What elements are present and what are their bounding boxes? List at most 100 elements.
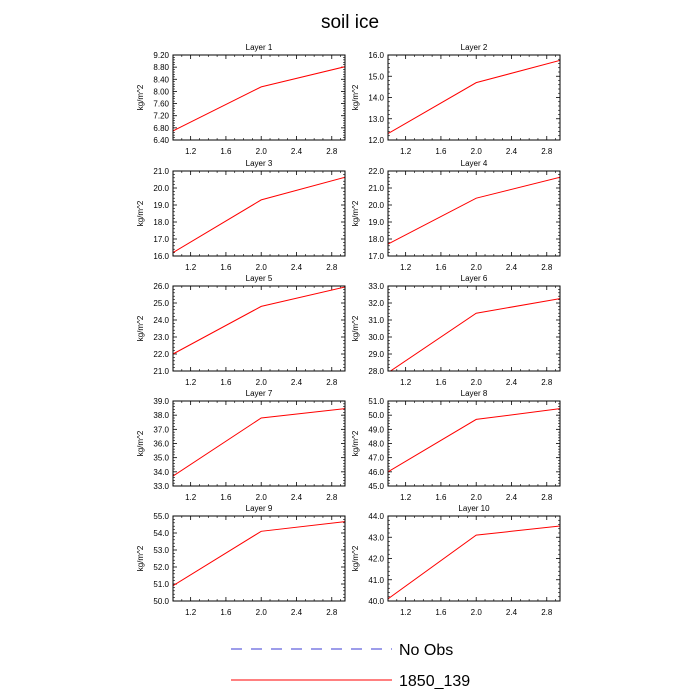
series-line-1850-139: [173, 176, 345, 254]
x-tick-label: 2.4: [506, 493, 518, 502]
x-tick-label: 2.4: [506, 608, 518, 617]
x-tick-label: 2.8: [541, 263, 553, 272]
plot-frame: [387, 515, 561, 602]
x-tick-label: 1.2: [185, 378, 197, 387]
panel-title: Layer 9: [246, 504, 273, 513]
y-tick-label: 29.0: [368, 350, 384, 359]
y-tick-label: 7.60: [153, 100, 169, 109]
x-tick-label: 1.2: [400, 263, 412, 272]
panel-layer-2: Layer 2 kg/m^2 1.2 1.6 2.0 2.4 2.8 12.0 13.0 14.0…: [351, 43, 561, 156]
x-tick-label: 1.6: [220, 147, 232, 156]
legend-no-obs-label: No Obs: [399, 642, 453, 659]
y-tick-label: 33.0: [153, 482, 169, 491]
x-tick-label: 1.6: [435, 147, 447, 156]
y-tick-label: 18.0: [368, 235, 384, 244]
plot-frame: [172, 170, 346, 257]
y-tick-label: 22.0: [153, 350, 169, 359]
y-axis-label: kg/m^2: [136, 545, 145, 571]
panel-layer-1: Layer 1 kg/m^2 1.2 1.6 2.0 2.4 2.8 6.40 6.80 7.20…: [136, 43, 346, 156]
y-tick-label: 6.40: [153, 136, 169, 145]
series-line-1850-139: [173, 66, 345, 132]
y-tick-label: 52.0: [153, 563, 169, 572]
y-tick-label: 28.0: [368, 367, 384, 376]
panel-title: Layer 3: [246, 159, 273, 168]
x-tick-label: 1.2: [400, 147, 412, 156]
y-tick-label: 19.0: [153, 201, 169, 210]
x-tick-label: 2.4: [291, 378, 303, 387]
series-line-1850-139: [173, 521, 345, 587]
panel-layer-10: Layer 10 kg/m^2 1.2 1.6 2.0 2.4 2.8 40.0 41.0 42.…: [351, 504, 561, 617]
x-tick-label: 1.6: [435, 378, 447, 387]
y-tick-label: 30.0: [368, 333, 384, 342]
x-tick-label: 1.2: [400, 608, 412, 617]
x-tick-label: 1.6: [435, 263, 447, 272]
panel-title: Layer 7: [246, 389, 273, 398]
series-line-1850-139: [388, 176, 560, 245]
x-tick-label: 2.0: [471, 608, 483, 617]
x-tick-label: 2.0: [471, 493, 483, 502]
y-tick-label: 51.0: [368, 397, 384, 406]
y-tick-label: 26.0: [153, 282, 169, 291]
y-tick-label: 34.0: [153, 468, 169, 477]
panel-layer-5: Layer 5 kg/m^2 1.2 1.6 2.0 2.4 2.8 21.0 22.0 23.0…: [136, 274, 346, 387]
x-tick-label: 1.2: [400, 378, 412, 387]
x-tick-label: 1.2: [185, 493, 197, 502]
panel-title: Layer 2: [461, 43, 488, 52]
y-tick-label: 43.0: [368, 533, 384, 542]
x-tick-label: 2.0: [256, 608, 268, 617]
panel-layer-8: Layer 8 kg/m^2 1.2 1.6 2.0 2.4 2.8 45.0 46.0 47.0…: [351, 389, 561, 502]
panel-layer-7: Layer 7 kg/m^2 1.2 1.6 2.0 2.4 2.8 33.0 34.0 35.0…: [136, 389, 346, 502]
plot-frame: [387, 285, 561, 372]
x-tick-label: 2.4: [506, 378, 518, 387]
y-tick-label: 36.0: [153, 440, 169, 449]
x-tick-label: 1.2: [185, 263, 197, 272]
x-tick-label: 2.8: [326, 493, 338, 502]
x-tick-label: 1.2: [185, 608, 197, 617]
y-tick-label: 37.0: [153, 425, 169, 434]
y-axis-label: kg/m^2: [351, 545, 360, 571]
y-tick-label: 21.0: [153, 367, 169, 376]
y-tick-label: 41.0: [368, 576, 384, 585]
series-line-1850-139: [388, 525, 560, 600]
x-tick-label: 2.8: [541, 493, 553, 502]
y-tick-label: 25.0: [153, 299, 169, 308]
panel-title: Layer 5: [246, 274, 273, 283]
y-tick-label: 45.0: [368, 482, 384, 491]
y-tick-label: 22.0: [368, 167, 384, 176]
x-tick-label: 2.8: [326, 263, 338, 272]
x-tick-label: 1.6: [220, 378, 232, 387]
panel-grid: Layer 1 kg/m^2 1.2 1.6 2.0 2.4 2.8 6.40 6.80 7.20…: [136, 43, 561, 617]
y-tick-label: 19.0: [368, 218, 384, 227]
y-tick-label: 21.0: [368, 184, 384, 193]
y-tick-label: 20.0: [368, 201, 384, 210]
legend: No Obs 1850_139: [231, 642, 470, 690]
panel-title: Layer 10: [458, 504, 490, 513]
series-line-1850-139: [173, 408, 345, 477]
plot-frame: [172, 285, 346, 372]
legend-1850-139-label: 1850_139: [399, 673, 470, 690]
y-tick-label: 49.0: [368, 425, 384, 434]
panel-layer-9: Layer 9 kg/m^2 1.2 1.6 2.0 2.4 2.8 50.0 51.0 52.0…: [136, 504, 346, 617]
y-tick-label: 8.00: [153, 87, 169, 96]
y-axis-label: kg/m^2: [351, 430, 360, 456]
y-tick-label: 8.40: [153, 75, 169, 84]
x-tick-label: 2.4: [506, 147, 518, 156]
x-tick-label: 2.8: [326, 608, 338, 617]
x-tick-label: 1.6: [220, 608, 232, 617]
y-tick-label: 13.0: [368, 115, 384, 124]
x-tick-label: 2.0: [471, 263, 483, 272]
x-tick-label: 1.6: [220, 493, 232, 502]
y-tick-label: 21.0: [153, 167, 169, 176]
x-tick-label: 2.0: [471, 147, 483, 156]
plot-frame: [387, 400, 561, 487]
panel-layer-6: Layer 6 kg/m^2 1.2 1.6 2.0 2.4 2.8 28.0 29.0 30.0…: [351, 274, 561, 387]
y-tick-label: 16.0: [153, 252, 169, 261]
y-tick-label: 31.0: [368, 316, 384, 325]
x-tick-label: 2.8: [326, 147, 338, 156]
panel-title: Layer 6: [461, 274, 488, 283]
x-tick-label: 2.4: [291, 263, 303, 272]
x-tick-label: 1.6: [435, 493, 447, 502]
y-tick-label: 50.0: [153, 597, 169, 606]
series-line-1850-139: [388, 59, 560, 135]
